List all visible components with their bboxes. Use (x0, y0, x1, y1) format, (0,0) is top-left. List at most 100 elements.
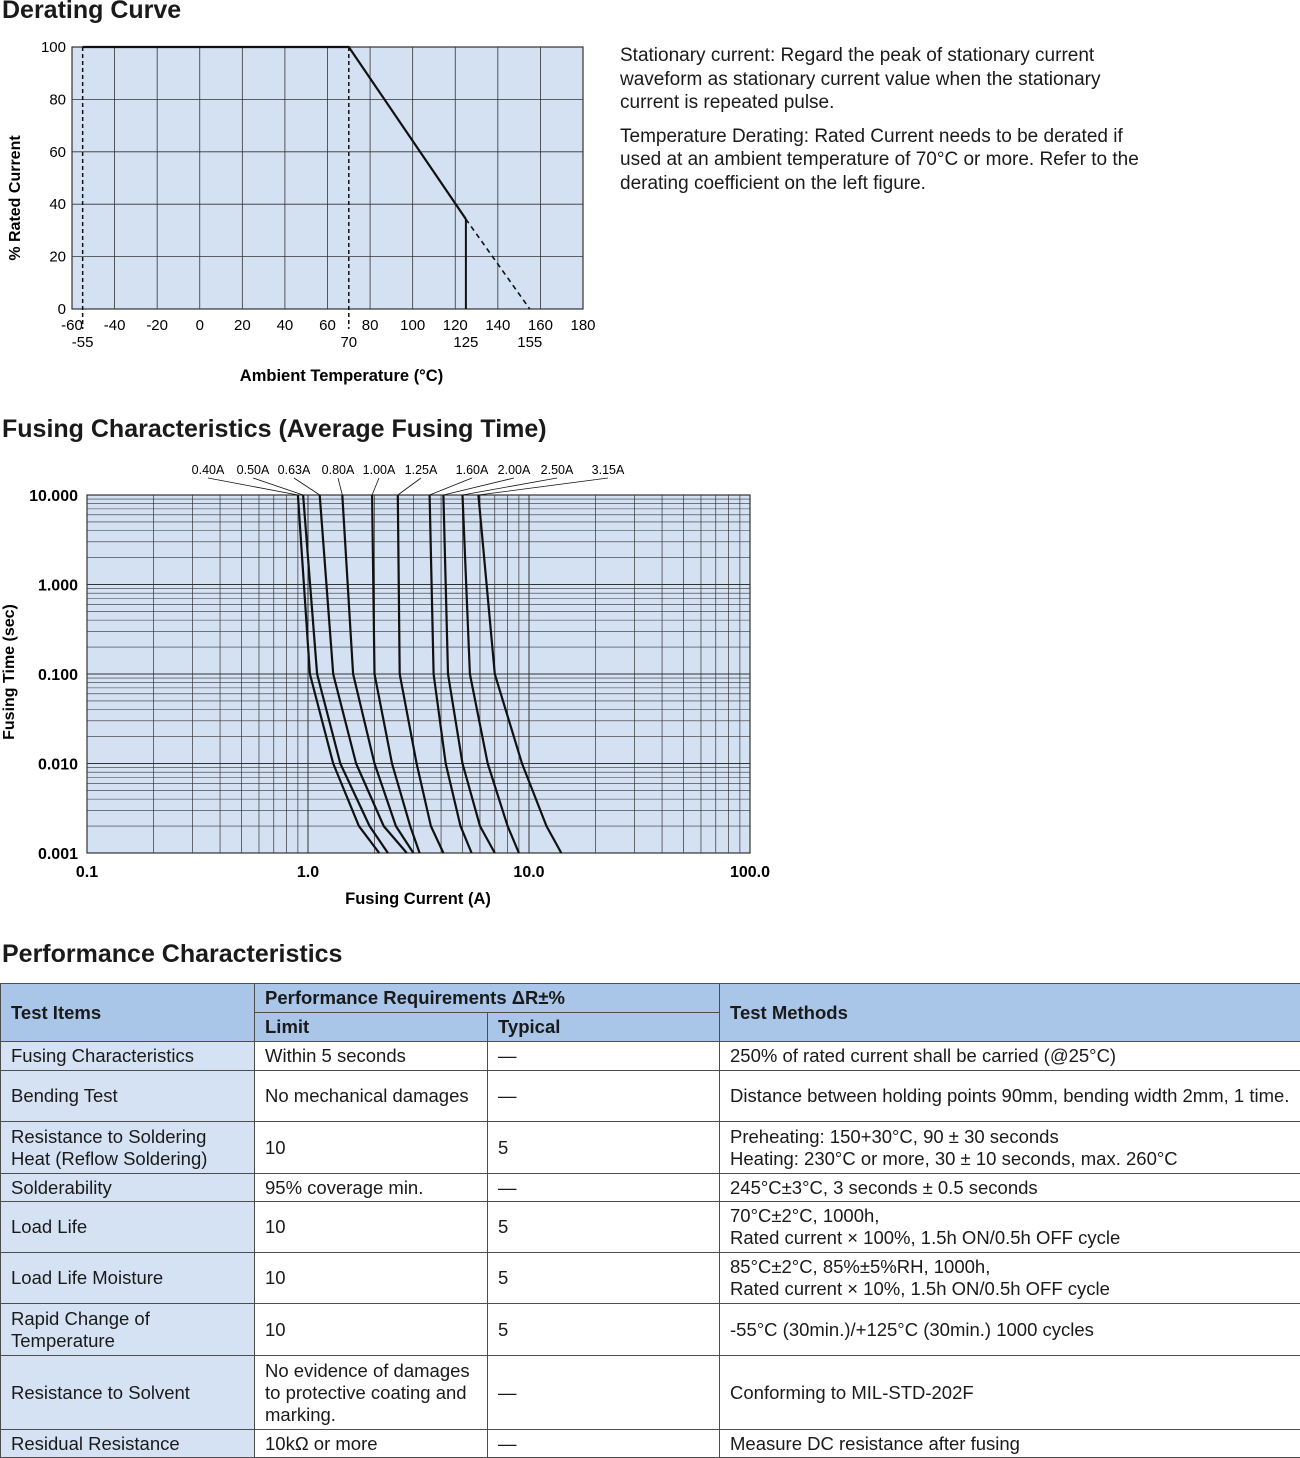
fusing-characteristics-title: Fusing Characteristics (Average Fusing T… (2, 415, 547, 443)
fusing-curve-label: 3.15A (592, 463, 625, 477)
fusing-label-leader (478, 477, 609, 496)
derating-marker-label: 70 (340, 334, 357, 351)
temperature-derating-note: Temperature Derating: Rated Current need… (620, 125, 1139, 194)
derating-x-tick-label: 20 (234, 317, 251, 334)
cell-test-method: Measure DC resistance after fusing (719, 1429, 1300, 1458)
cell-test-item: Resistance to Solvent (0, 1355, 255, 1430)
derating-x-tick-label: 0 (196, 317, 204, 334)
fusing-curve-label: 2.50A (541, 463, 574, 477)
fusing-label-leader (337, 477, 343, 496)
derating-y-tick-label: 80 (49, 91, 66, 108)
cell-test-item: Load Life (0, 1201, 255, 1253)
derating-x-tick-label: 80 (362, 317, 379, 334)
fusing-x-tick-label: 0.1 (76, 864, 98, 881)
cell-limit: No evidence of damages to protective coa… (254, 1355, 488, 1430)
derating-x-tick-label: 140 (485, 317, 510, 334)
derating-x-tick-label: 100 (400, 317, 425, 334)
cell-limit: 10 (254, 1121, 488, 1174)
fusing-label-leader (397, 477, 422, 496)
header-limit: Limit (254, 1012, 488, 1042)
performance-characteristics-title: Performance Characteristics (2, 940, 343, 968)
fusing-x-tick-label: 10.0 (513, 864, 544, 881)
cell-limit: 10 (254, 1201, 488, 1253)
fusing-label-leader (443, 477, 515, 496)
fusing-label-leader (252, 477, 304, 496)
derating-notes: Stationary current: Regard the peak of s… (620, 44, 1140, 205)
table-row: Residual Resistance 10kΩ or more — Measure … (0, 1429, 1300, 1458)
derating-curve-line (465, 218, 531, 310)
cell-limit: No mechanical damages (254, 1070, 488, 1122)
cell-test-method: 245°C±3°C, 3 seconds ± 0.5 seconds (719, 1173, 1300, 1202)
derating-x-tick-label: -40 (104, 317, 126, 334)
fusing-label-leader (462, 477, 558, 496)
cell-limit: 10 (254, 1252, 488, 1304)
fusing-curve-0-40a (296, 494, 381, 854)
fusing-x-tick-label: 100.0 (730, 864, 770, 881)
fusing-curve-0-80a (341, 494, 415, 854)
cell-test-item: Bending Test (0, 1070, 255, 1122)
derating-y-tick-label: 60 (49, 144, 66, 161)
cell-test-method: -55°C (30min.)/+125°C (30min.) 1000 cycl… (719, 1303, 1300, 1356)
table-row: Rapid Change of Temperature 10 5 -55°C (30m… (0, 1303, 1300, 1356)
cell-typical: 5 (486, 1303, 721, 1356)
cell-test-item: Fusing Characteristics (0, 1041, 255, 1071)
derating-x-tick-label: -20 (146, 317, 168, 334)
fusing-curve-1-60a (428, 494, 473, 854)
derating-x-tick-label: 120 (443, 317, 468, 334)
cell-test-item: Residual Resistance (0, 1429, 255, 1458)
fusing-curve-2-00a (442, 494, 496, 854)
derating-x-tick-label: 180 (570, 317, 595, 334)
fusing-curve-label: 1.00A (363, 463, 396, 477)
fusing-x-axis-label: Fusing Current (A) (345, 890, 491, 908)
table-row: Resistance to Soldering Heat (Reflow Sol… (0, 1121, 1300, 1174)
cell-test-item: Solderability (0, 1173, 255, 1202)
derating-chart: -60 -40 -20 0 20 40 60 80 100 120 140 160 180 0 20 40 60… (7, 39, 596, 385)
fusing-curve-label: 0.50A (237, 463, 270, 477)
derating-curve-line (82, 45, 467, 220)
fusing-curve-3-15a (477, 494, 563, 854)
table-row: Solderability 95% coverage min. —245°C±3°C… (0, 1173, 1300, 1202)
cell-typical: — (486, 1355, 721, 1430)
fusing-curve-0-63a (318, 494, 408, 854)
stationary-current-note: Stationary current: Regard the peak of s… (620, 45, 1101, 113)
fusing-curve-label: 0.40A (192, 463, 225, 477)
table-row: Bending Test No mechanical damages — Distan… (0, 1070, 1300, 1122)
fusing-curve-label: 1.25A (405, 463, 438, 477)
derating-x-tick-label: 160 (528, 317, 553, 334)
table-row: Load Life Moisture 10 5 85°C±2°C, 85%±5%RH,… (0, 1252, 1300, 1304)
derating-x-tick-label: 60 (319, 317, 336, 334)
derating-y-tick-label: 0 (58, 301, 66, 318)
fusing-label-leader (293, 477, 320, 496)
cell-typical: — (486, 1173, 721, 1202)
fusing-y-tick-label: 0.001 (38, 846, 78, 863)
derating-marker-label: 125 (453, 334, 478, 351)
derating-x-axis-label: Ambient Temperature (°C) (240, 367, 443, 385)
derating-marker-label: -55 (72, 334, 94, 351)
performance-table-body: Fusing Characteristics Within 5 seconds —2… (0, 1041, 1300, 1458)
cell-test-item: Rapid Change of Temperature (0, 1303, 255, 1356)
fusing-curve-label: 2.00A (498, 463, 531, 477)
cell-test-method: Preheating: 150+30°C, 90 ± 30 seconds He… (719, 1121, 1300, 1174)
derating-y-tick-label: 100 (41, 39, 66, 56)
fusing-curve-1-00a (371, 494, 421, 854)
derating-marker-label: 155 (517, 334, 542, 351)
table-row: Load Life 10 5 70°C±2°C, 1000h, Rated curre… (0, 1201, 1300, 1253)
cell-typical: 5 (486, 1252, 721, 1304)
header-test-methods: Test Methods (719, 983, 1300, 1042)
header-performance-requirements: Performance Requirements ΔR±% (253, 983, 721, 1013)
cell-limit: 10 (254, 1303, 488, 1356)
cell-typical: — (486, 1429, 721, 1458)
derating-y-tick-label: 20 (49, 249, 66, 266)
cell-test-item: Resistance to Soldering Heat (Reflow Sol… (0, 1121, 255, 1174)
fusing-y-tick-label: 10.000 (29, 488, 78, 505)
cell-test-item: Load Life Moisture (0, 1252, 255, 1304)
derating-y-tick-label: 40 (49, 196, 66, 213)
derating-x-tick-label: -60 (61, 317, 83, 334)
table-row: Resistance to Solvent No evidence of dama… (0, 1355, 1300, 1430)
fusing-y-tick-label: 0.100 (38, 667, 78, 684)
fusing-x-tick-label: 1.0 (297, 864, 319, 881)
cell-typical: 5 (486, 1201, 721, 1253)
derating-curve-title: Derating Curve (2, 0, 182, 24)
fusing-label-leader (371, 477, 380, 496)
performance-table: Test Items Performance Requirements ΔR±%… (0, 983, 1300, 1458)
